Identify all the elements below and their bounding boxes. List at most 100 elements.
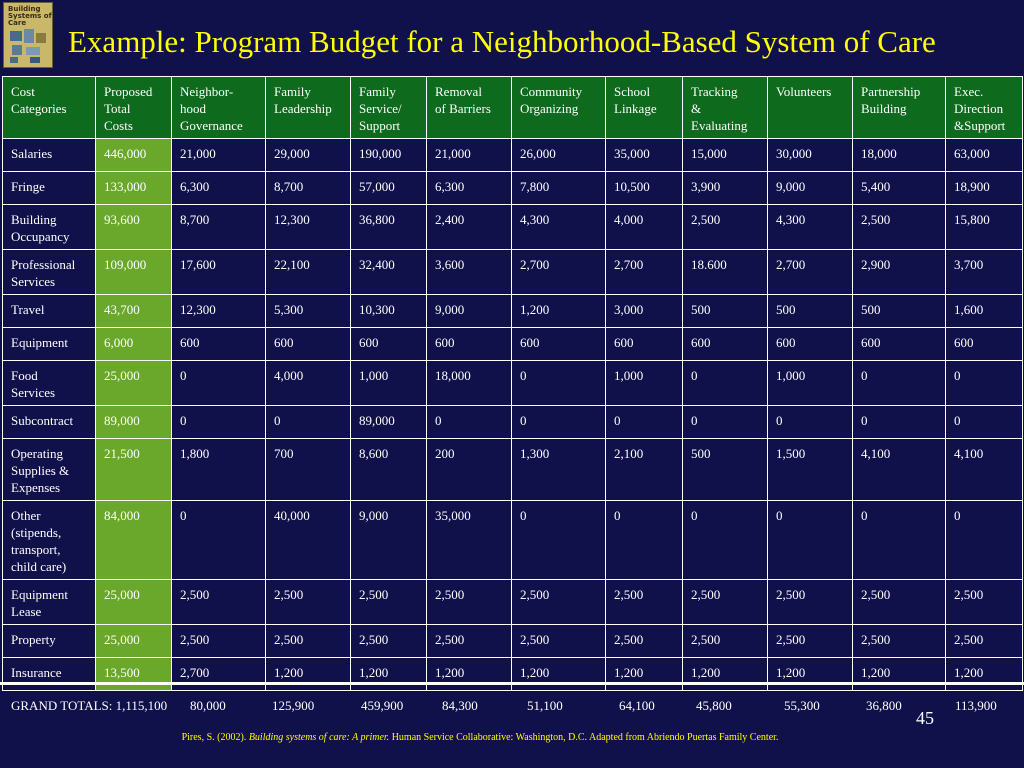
value-cell: 0 — [767, 500, 853, 580]
value-cell: 1,200 — [511, 294, 606, 328]
table-header-row: Cost Categories Proposed Total Costs Neighbor… — [2, 76, 1023, 139]
value-cell: 3,600 — [426, 249, 512, 295]
logo-text-line: Care — [8, 19, 27, 27]
value-cell: 600 — [682, 327, 768, 361]
proposed-total-cell: 25,000 — [95, 624, 172, 658]
value-cell: 18,000 — [426, 360, 512, 406]
cell-text-line: Categories — [11, 101, 67, 116]
cell-text-line: Services — [11, 385, 56, 400]
value-cell: 600 — [265, 327, 351, 361]
logo-graphic-block — [10, 31, 22, 41]
value-cell: 2,500 — [426, 579, 512, 625]
value-cell: 40,000 — [265, 500, 351, 580]
cell-text-line: Building — [11, 212, 57, 227]
value-cell: 0 — [171, 500, 266, 580]
cell-text-line: Expenses — [11, 480, 61, 495]
value-cell: 2,500 — [682, 579, 768, 625]
value-cell: 9,000 — [426, 294, 512, 328]
grand-total-value: 80,000 — [190, 698, 226, 713]
header-cell: Neighbor-hood Governance — [171, 76, 266, 139]
proposed-total-cell: 133,000 — [95, 171, 172, 205]
value-cell: 0 — [605, 405, 683, 439]
cell-text-line: Family — [274, 84, 311, 99]
value-cell: 190,000 — [350, 138, 427, 172]
logo-graphic-block — [12, 45, 22, 55]
grand-total-value: 459,900 — [361, 698, 404, 713]
row-label-cell: Property — [2, 624, 96, 658]
budget-table: Cost Categories Proposed Total Costs Neighbor… — [2, 76, 1023, 691]
value-cell: 600 — [511, 327, 606, 361]
cell-text-line: Partnership — [861, 84, 921, 99]
cell-text-line: Evaluating — [691, 118, 748, 133]
cell-text-line: Organizing — [520, 101, 579, 116]
value-cell: 22,100 — [265, 249, 351, 295]
cell-text-line: Service/ — [359, 101, 402, 116]
logo-graphic-block — [36, 33, 46, 43]
header-cell: School Linkage — [605, 76, 683, 139]
value-cell: 0 — [426, 405, 512, 439]
value-cell: 500 — [682, 438, 768, 501]
cell-text-line: of Barriers — [435, 101, 491, 116]
cell-text-line: Direction — [954, 101, 1004, 116]
value-cell: 2,500 — [171, 579, 266, 625]
header-cell: Cost Categories — [2, 76, 96, 139]
value-cell: 1,200 — [605, 657, 683, 691]
value-cell: 0 — [511, 500, 606, 580]
table-row: Operating Supplies & Expenses 21,500 1,800 70… — [2, 438, 1023, 501]
header-cell: Community Organizing — [511, 76, 606, 139]
proposed-total-cell: 109,000 — [95, 249, 172, 295]
header-cell: Volunteers — [767, 76, 853, 139]
cell-text-line: Equipment — [11, 587, 69, 602]
value-cell: 0 — [945, 405, 1023, 439]
value-cell: 2,500 — [767, 579, 853, 625]
row-label-cell: Insurance — [2, 657, 96, 691]
value-cell: 2,500 — [945, 624, 1023, 658]
value-cell: 2,500 — [852, 579, 946, 625]
value-cell: 2,500 — [852, 624, 946, 658]
value-cell: 2,500 — [265, 579, 351, 625]
cell-text-line: Tracking — [691, 84, 738, 99]
value-cell: 600 — [852, 327, 946, 361]
value-cell: 30,000 — [767, 138, 853, 172]
value-cell: 2,500 — [511, 624, 606, 658]
cell-text-line: Lease — [11, 604, 42, 619]
value-cell: 4,300 — [767, 204, 853, 250]
value-cell: 4,000 — [605, 204, 683, 250]
cell-text-line: Community — [520, 84, 583, 99]
value-cell: 89,000 — [350, 405, 427, 439]
value-cell: 2,500 — [605, 579, 683, 625]
value-cell: 2,900 — [852, 249, 946, 295]
header-cell: Family Service/Support — [350, 76, 427, 139]
grand-total-value: 125,900 — [272, 698, 315, 713]
cell-text-line: Professional — [11, 257, 76, 272]
value-cell: 1,200 — [511, 657, 606, 691]
value-cell: 5,400 — [852, 171, 946, 205]
value-cell: 2,500 — [511, 579, 606, 625]
proposed-total-cell: 13,500 — [95, 657, 172, 691]
value-cell: 32,400 — [350, 249, 427, 295]
value-cell: 2,500 — [682, 204, 768, 250]
value-cell: 36,800 — [350, 204, 427, 250]
value-cell: 10,300 — [350, 294, 427, 328]
value-cell: 0 — [945, 360, 1023, 406]
value-cell: 0 — [605, 500, 683, 580]
cell-text-line: Total — [104, 101, 131, 116]
value-cell: 3,000 — [605, 294, 683, 328]
value-cell: 500 — [682, 294, 768, 328]
value-cell: 12,300 — [171, 294, 266, 328]
cell-text-line: (stipends, — [11, 525, 62, 540]
table-row: Professional Services 109,000 17,600 22,100 3… — [2, 249, 1023, 295]
cell-text-line: Food — [11, 368, 38, 383]
value-cell: 17,600 — [171, 249, 266, 295]
cell-text-line: Cost — [11, 84, 35, 99]
value-cell: 0 — [852, 360, 946, 406]
cell-text-line: Salaries — [11, 146, 53, 161]
header-cell: Removal of Barriers — [426, 76, 512, 139]
cell-text-line: Neighbor- — [180, 84, 234, 99]
header-cell: Proposed Total Costs — [95, 76, 172, 139]
value-cell: 2,500 — [426, 624, 512, 658]
value-cell: 200 — [426, 438, 512, 501]
value-cell: 600 — [605, 327, 683, 361]
value-cell: 2,500 — [171, 624, 266, 658]
logo-graphic-block — [10, 57, 18, 63]
